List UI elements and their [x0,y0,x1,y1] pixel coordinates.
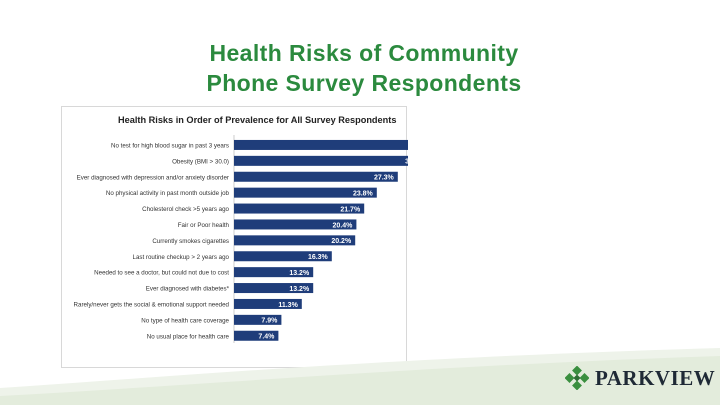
category-label: No type of health care coverage [141,317,229,324]
bar-value-label: 23.8% [353,190,374,197]
category-label: No usual place for health care [147,333,230,340]
slide-title-line-2: Phone Survey Respondents [206,70,522,96]
bar-row: No usual place for health care 7.4% [147,330,279,341]
bar-row: No test for high blood sugar in past 3 y… [111,139,408,150]
slide-title: Health Risks of Community Phone Survey R… [0,38,720,98]
bar [234,283,314,294]
bar [234,235,356,246]
bars-layer: No test for high blood sugar in past 3 y… [74,139,408,341]
chart-title: Health Risks in Order of Prevalence for … [118,115,396,125]
bar [234,219,357,230]
category-label: Cholesterol check >5 years ago [142,206,229,213]
bar-row: Ever diagnosed with depression and/or an… [77,171,398,182]
bar [234,171,398,182]
bar-value-label: 7.9% [261,318,278,325]
bar-row: Currently smokes cigarettes 20.2% [152,235,356,246]
bar-row: Rarely/never gets the social & emotional… [74,298,302,309]
bar-value-label: 27.3% [374,175,395,182]
bar-row: Obesity (BMI > 30.0) 32.5% [172,155,408,166]
bar-row: Last routine checkup > 2 years ago 16.3% [133,251,332,262]
bar-chart: Health Risks in Order of Prevalence for … [74,115,408,343]
bar [234,187,377,198]
category-label: Fair or Poor health [178,222,230,229]
category-label: Needed to see a doctor, but could not du… [94,270,229,277]
bar-row: No physical activity in past month outsi… [106,187,377,198]
category-label: Obesity (BMI > 30.0) [172,158,229,165]
category-label: Ever diagnosed with diabetes* [146,286,230,293]
bar [234,314,282,325]
category-label: Last routine checkup > 2 years ago [133,254,230,261]
bar [234,267,314,278]
bar-row: Fair or Poor health 20.4% [178,219,357,230]
category-label: Rarely/never gets the social & emotional… [74,301,230,308]
bar-value-label: 13.2% [289,286,310,293]
bar-row: Ever diagnosed with diabetes* 13.2% [146,283,314,294]
bar-value-label: 13.2% [289,270,310,277]
bar [234,155,408,166]
bar [234,139,408,150]
category-label: No test for high blood sugar in past 3 y… [111,142,229,149]
category-label: No physical activity in past month outsi… [106,190,230,197]
bar-row: No type of health care coverage 7.9% [141,314,282,325]
category-label: Currently smokes cigarettes [152,238,229,245]
bar [234,298,302,309]
bar-value-label: 21.7% [340,206,361,213]
chart-frame: Health Risks in Order of Prevalence for … [61,106,408,368]
slide-title-line-1: Health Risks of Community [209,40,519,66]
logo-text: PARKVIEW [595,365,716,390]
bar-value-label: 7.4% [258,334,275,341]
bar [234,330,279,341]
bar-value-label: 20.4% [333,222,354,229]
bar [234,203,365,214]
bar-value-label: 20.2% [331,238,352,245]
bar-value-label: 11.3% [278,302,298,309]
bar-value-label: 32.5% [405,159,408,166]
bar-row: Cholesterol check >5 years ago 21.7% [142,203,365,214]
bar-value-label: 16.3% [308,254,329,261]
decorative-wave-band [0,348,720,405]
bar-row: Needed to see a doctor, but could not du… [94,267,314,278]
category-label: Ever diagnosed with depression and/or an… [77,174,229,181]
parkview-logo: PARKVIEW [565,364,715,392]
parkview-diamond-icon [565,366,589,390]
bar [234,251,332,262]
